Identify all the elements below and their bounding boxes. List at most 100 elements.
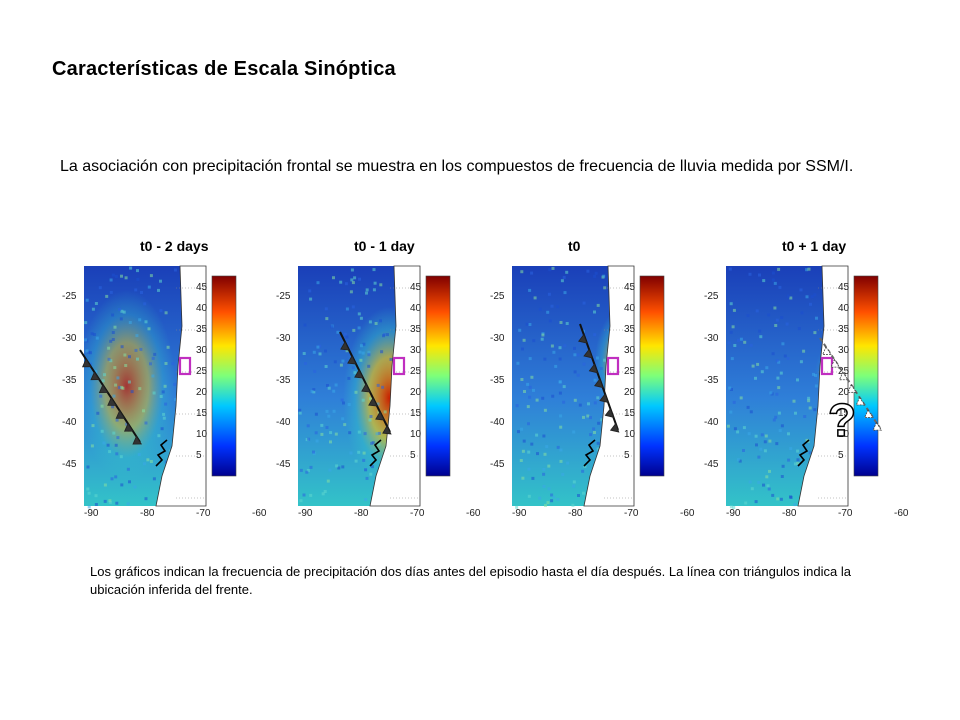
colorbar-tick-label: 15	[196, 408, 208, 419]
colorbar-tick-label: 15	[838, 408, 850, 419]
latitude-tick-label: -25	[62, 291, 77, 302]
colorbar-tick-label: 40	[838, 303, 850, 314]
colorbar-tick-label: 45	[196, 282, 208, 293]
latitude-tick-label: -40	[704, 417, 719, 428]
colorbar	[211, 275, 237, 477]
map-panel-t0-minus-1-day: t0 - 1 day -25 -30 -35 -40 -45 -90 -80 -70 -60 45…	[274, 232, 486, 518]
precip-map-svg: -25 -30 -35 -40 -45 -90 -80 -70 -60 45 40 35 30 25 20 1…	[490, 265, 695, 518]
colorbar-tick-label: 5	[410, 450, 416, 461]
latitude-tick-label: -40	[62, 417, 77, 428]
intro-paragraph: La asociación con precipitación frontal …	[60, 158, 854, 175]
continent-land	[797, 265, 849, 507]
panel-title: t0	[568, 238, 581, 254]
latitude-tick-label: -35	[62, 375, 77, 386]
colorbar-tick-label: 45	[624, 282, 636, 293]
longitude-tick-label: -70	[196, 508, 211, 518]
coastline-fjords	[155, 439, 168, 467]
colorbar-tick-label: 25	[410, 366, 422, 377]
longitude-tick-label: -60	[252, 508, 267, 518]
colorbar-tick-label: 20	[624, 387, 636, 398]
latitude-tick-label: -45	[704, 459, 719, 470]
continent-land	[155, 265, 207, 507]
colorbar-tick-label: 10	[196, 429, 208, 440]
colorbar-tick-label: 20	[838, 387, 850, 398]
latitude-tick-label: -45	[62, 459, 77, 470]
colorbar-tick-label: 35	[410, 324, 422, 335]
latitude-tick-label: -45	[276, 459, 291, 470]
precip-texture	[84, 266, 178, 509]
colorbar	[853, 275, 879, 477]
longitude-tick-label: -70	[410, 508, 425, 518]
latitude-tick-label: -35	[704, 375, 719, 386]
study-region-box	[606, 356, 620, 376]
panel-title: t0 - 1 day	[354, 238, 415, 254]
latitude-tick-label: -35	[490, 375, 505, 386]
colorbar-tick-label: 35	[624, 324, 636, 335]
study-region-box	[178, 356, 192, 376]
latitude-tick-label: -30	[62, 333, 77, 344]
longitude-tick-label: -90	[726, 508, 741, 518]
inferred-front-line	[79, 349, 143, 445]
colorbar-tick-label: 10	[410, 429, 422, 440]
colorbar	[639, 275, 665, 477]
latitude-tick-label: -40	[490, 417, 505, 428]
latitude-tick-label: -40	[276, 417, 291, 428]
colorbar-tick-label: 40	[624, 303, 636, 314]
latitude-tick-label: -25	[704, 291, 719, 302]
colorbar-tick-label: 30	[196, 345, 208, 356]
colorbar-tick-label: 20	[196, 387, 208, 398]
colorbar-tick-label: 40	[410, 303, 422, 314]
precip-texture	[298, 268, 393, 503]
continent-land	[369, 265, 421, 507]
study-region-box	[392, 356, 406, 376]
precip-map-svg: -25 -30 -35 -40 -45 -90 -80 -70 -60 45 40 35 30 25 20 1…	[62, 265, 267, 518]
colorbar-tick-label: 5	[838, 450, 844, 461]
colorbar-tick-label: 35	[196, 324, 208, 335]
latitude-tick-label: -25	[490, 291, 505, 302]
longitude-tick-label: -60	[894, 508, 909, 518]
longitude-tick-label: -60	[680, 508, 695, 518]
map-panel-t0-minus-2-days: t0 - 2 days -25 -30 -35 -40 -45 -90 -80 -70 -60 4…	[60, 232, 272, 518]
coastline-fjords	[369, 439, 382, 467]
colorbar-tick-label: 45	[410, 282, 422, 293]
colorbar-tick-label: 15	[624, 408, 636, 419]
colorbar	[425, 275, 451, 477]
latitude-tick-label: -35	[276, 375, 291, 386]
latitude-tick-label: -30	[490, 333, 505, 344]
latitude-tick-label: -45	[490, 459, 505, 470]
panel-title: t0 - 2 days	[140, 238, 209, 254]
colorbar-tick-label: 5	[624, 450, 630, 461]
colorbar-tick-label: 30	[410, 345, 422, 356]
colorbar-tick-label: 25	[196, 366, 208, 377]
colorbar-tick-label: 30	[838, 345, 850, 356]
coastline-fjords	[583, 439, 596, 467]
inferred-front-line	[578, 323, 620, 433]
longitude-tick-label: -90	[512, 508, 527, 518]
longitude-tick-label: -60	[466, 508, 481, 518]
latitude-tick-label: -25	[276, 291, 291, 302]
longitude-tick-label: -70	[624, 508, 639, 518]
colorbar-tick-label: 5	[196, 450, 202, 461]
figure-caption: Los gráficos indican la frecuencia de pr…	[90, 564, 851, 597]
colorbar-tick-label: 25	[624, 366, 636, 377]
precip-map-svg: -25 -30 -35 -40 -45 -90 -80 -70 -60 45 40 35 30 25 20 1…	[704, 265, 909, 518]
longitude-tick-label: -70	[838, 508, 853, 518]
continent-land	[583, 265, 635, 507]
precipitation-composite-panels: t0 - 2 days -25 -30 -35 -40 -45 -90 -80 -70 -60 4…	[60, 232, 922, 518]
longitude-tick-label: -80	[568, 508, 583, 518]
coastline-fjords	[797, 439, 810, 467]
map-panel-t0: t0 -25 -30 -35 -40 -45 -90 -80 -70 -60 45 40 35 30 25…	[488, 232, 700, 518]
longitude-tick-label: -80	[354, 508, 369, 518]
colorbar-tick-label: 30	[624, 345, 636, 356]
colorbar-tick-label: 10	[624, 429, 636, 440]
longitude-tick-label: -80	[140, 508, 155, 518]
slide-title: Características de Escala Sinóptica	[52, 58, 396, 80]
precip-texture	[515, 266, 607, 509]
panel-title: t0 + 1 day	[782, 238, 847, 254]
colorbar-tick-label: 20	[410, 387, 422, 398]
longitude-tick-label: -90	[298, 508, 313, 518]
latitude-tick-label: -30	[704, 333, 719, 344]
inferred-front-line	[819, 337, 883, 431]
question-mark-annotation: ?	[828, 394, 856, 446]
colorbar-tick-label: 35	[838, 324, 850, 335]
